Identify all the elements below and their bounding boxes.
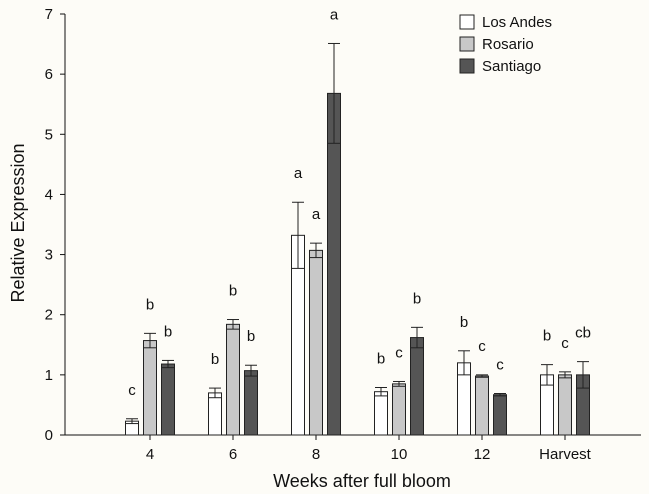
bar — [309, 249, 323, 436]
bar — [558, 374, 572, 436]
x-axis-title: Weeks after full bloom — [273, 471, 451, 491]
bar — [475, 375, 489, 436]
significance-letter: c — [128, 382, 136, 399]
y-axis-title: Relative Expression — [8, 143, 28, 302]
y-tick-label: 2 — [45, 307, 53, 324]
x-tick-label: 10 — [391, 446, 408, 463]
bar — [208, 392, 222, 436]
bar — [143, 340, 157, 436]
y-tick-label: 5 — [45, 126, 53, 143]
bar — [493, 394, 507, 436]
y-tick-label: 0 — [45, 427, 53, 444]
significance-letter: cb — [575, 325, 591, 342]
x-tick-label: Harvest — [539, 446, 592, 463]
significance-letter: b — [229, 283, 237, 300]
y-tick-label: 7 — [45, 6, 53, 23]
legend-label: Los Andes — [482, 14, 552, 31]
significance-letter: c — [478, 338, 486, 355]
x-tick-label: 8 — [312, 446, 320, 463]
legend: Los Andes Rosario Santiago — [459, 14, 552, 75]
bar — [327, 92, 341, 436]
significance-letter: a — [330, 6, 339, 23]
legend-swatch — [459, 14, 475, 30]
significance-letter: b — [377, 350, 385, 367]
y-tick-label: 4 — [45, 186, 53, 203]
significance-letter: c — [496, 357, 504, 374]
significance-letter: b — [164, 323, 172, 340]
significance-letter: a — [294, 165, 303, 182]
legend-label: Rosario — [482, 36, 534, 53]
legend-swatch — [459, 36, 475, 52]
x-tick-label: 4 — [146, 446, 154, 463]
bar — [374, 391, 388, 436]
significance-letter: b — [146, 296, 154, 313]
bar — [410, 337, 424, 436]
x-tick-label: 6 — [229, 446, 237, 463]
significance-letter: c — [561, 335, 569, 352]
legend-swatch — [459, 58, 475, 74]
y-tick-label: 1 — [45, 367, 53, 384]
significance-letter: b — [460, 314, 468, 331]
bar — [161, 363, 175, 436]
significance-letter: a — [312, 206, 321, 223]
bar — [392, 383, 406, 436]
significance-letter: b — [543, 328, 551, 345]
bar — [244, 370, 258, 436]
y-tick-label: 6 — [45, 66, 53, 83]
x-tick-label: 12 — [474, 446, 491, 463]
y-tick-label: 3 — [45, 247, 53, 264]
legend-label: Santiago — [482, 58, 541, 75]
significance-letter: c — [395, 344, 403, 361]
significance-letter: b — [413, 290, 421, 307]
bar — [226, 323, 240, 436]
significance-letter: b — [211, 351, 219, 368]
significance-letter: b — [247, 328, 255, 345]
